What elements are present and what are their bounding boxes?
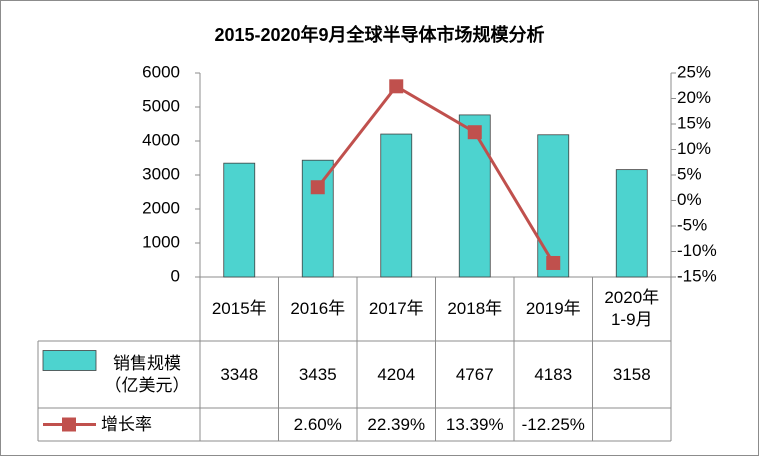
y-tick-label: 2000 [142,198,180,217]
bar [301,159,334,278]
table-value: 3435 [298,364,337,384]
marker [467,125,482,140]
y2-tick-label: 5% [677,164,702,183]
marker [310,180,325,195]
chart-title: 2015-2020年9月全球半导体市场规模分析 [214,25,545,45]
legend-marker [62,417,76,432]
y2-tick-label: 0% [677,190,702,209]
bar [537,134,570,278]
y2-tick-label: -15% [677,266,717,285]
line [316,84,555,264]
x-tick-label: 2018年 [447,299,503,318]
y-tick-label: 1000 [142,232,180,251]
y-tick-label: 0 [171,266,180,285]
table-value: 3158 [612,364,651,384]
y-tick-label: 5000 [142,96,180,115]
table-value: 22.39% [367,414,426,434]
y-tick-label: 4000 [142,130,180,149]
legend-label: 销售规模 （亿美元） [104,353,190,395]
legend-swatch [42,350,97,371]
y2-tick-label: 15% [677,113,711,132]
table-value: 4204 [377,364,416,384]
y2-tick-label: -10% [677,241,717,260]
bar [615,169,648,278]
legend-label: 增长率 [101,414,152,434]
bar [223,162,256,278]
y2-tick-label: 20% [677,88,711,107]
y-tick-label: 6000 [142,62,180,81]
table-value: 2.60% [293,414,342,434]
x-tick-label: 2017年 [368,299,424,318]
y2-tick-label: 25% [677,62,711,81]
marker [546,255,561,270]
y-tick-label: 3000 [142,164,180,183]
bar [458,114,491,278]
table-value: 13.39% [445,414,504,434]
table-value: 3348 [220,364,259,384]
bar [380,133,413,278]
x-tick-label: 2020年 1-9月 [604,288,660,329]
x-tick-label: 2016年 [290,299,346,318]
y2-tick-label: -5% [677,215,707,234]
marker [389,79,404,94]
table-value: 4183 [534,364,573,384]
table-value: 4767 [455,364,494,384]
x-tick-label: 2019年 [525,299,581,318]
y2-tick-label: 10% [677,139,711,158]
table-value: -12.25% [521,414,585,434]
x-tick-label: 2015年 [211,299,267,318]
